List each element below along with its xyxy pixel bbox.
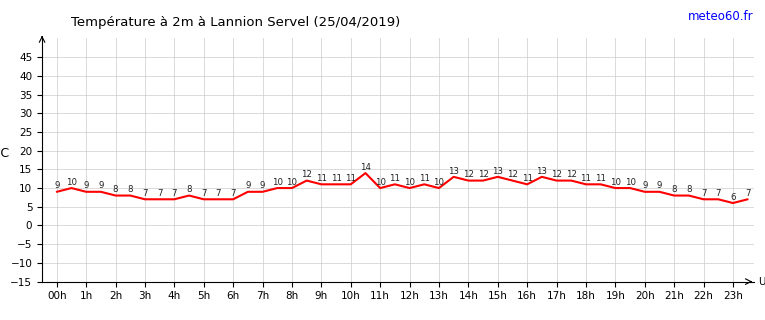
Text: 7: 7 [230,189,236,198]
Text: 8: 8 [128,185,133,194]
Text: 9: 9 [54,181,60,190]
Y-axis label: °C: °C [0,147,10,160]
Text: 7: 7 [201,189,207,198]
Text: 10: 10 [286,178,298,187]
Text: 12: 12 [566,170,577,179]
Text: 10: 10 [66,178,77,187]
Text: 11: 11 [389,174,400,183]
Text: 10: 10 [610,178,621,187]
Text: 6: 6 [731,193,736,202]
Text: 11: 11 [345,174,356,183]
Text: Température à 2m à Lannion Servel (25/04/2019): Température à 2m à Lannion Servel (25/04… [70,16,400,29]
Text: 8: 8 [672,185,677,194]
Text: 12: 12 [301,170,312,179]
Text: 8: 8 [187,185,192,194]
Text: 13: 13 [536,166,547,176]
Text: 7: 7 [701,189,706,198]
Text: 7: 7 [142,189,148,198]
Text: 13: 13 [448,166,459,176]
Text: 11: 11 [522,174,532,183]
Text: 11: 11 [330,174,341,183]
Text: 7: 7 [715,189,721,198]
Text: 10: 10 [434,178,444,187]
Text: 8: 8 [112,185,119,194]
Text: 11: 11 [581,174,591,183]
Text: 12: 12 [551,170,562,179]
Text: 13: 13 [492,166,503,176]
Text: 12: 12 [463,170,474,179]
Text: 7: 7 [745,189,750,198]
Text: meteo60.fr: meteo60.fr [688,10,754,23]
Text: 8: 8 [686,185,692,194]
Text: 9: 9 [245,181,251,190]
Text: 9: 9 [657,181,662,190]
Text: 7: 7 [216,189,221,198]
Text: 11: 11 [595,174,606,183]
Text: UTC: UTC [758,276,765,287]
Text: 10: 10 [624,178,636,187]
Text: 12: 12 [507,170,518,179]
Text: 9: 9 [260,181,265,190]
Text: 7: 7 [157,189,162,198]
Text: 14: 14 [360,163,371,172]
Text: 9: 9 [83,181,89,190]
Text: 12: 12 [477,170,489,179]
Text: 9: 9 [98,181,103,190]
Text: 9: 9 [642,181,647,190]
Text: 10: 10 [272,178,283,187]
Text: 11: 11 [418,174,430,183]
Text: 10: 10 [375,178,386,187]
Text: 11: 11 [316,174,327,183]
Text: 7: 7 [171,189,177,198]
Text: 10: 10 [404,178,415,187]
